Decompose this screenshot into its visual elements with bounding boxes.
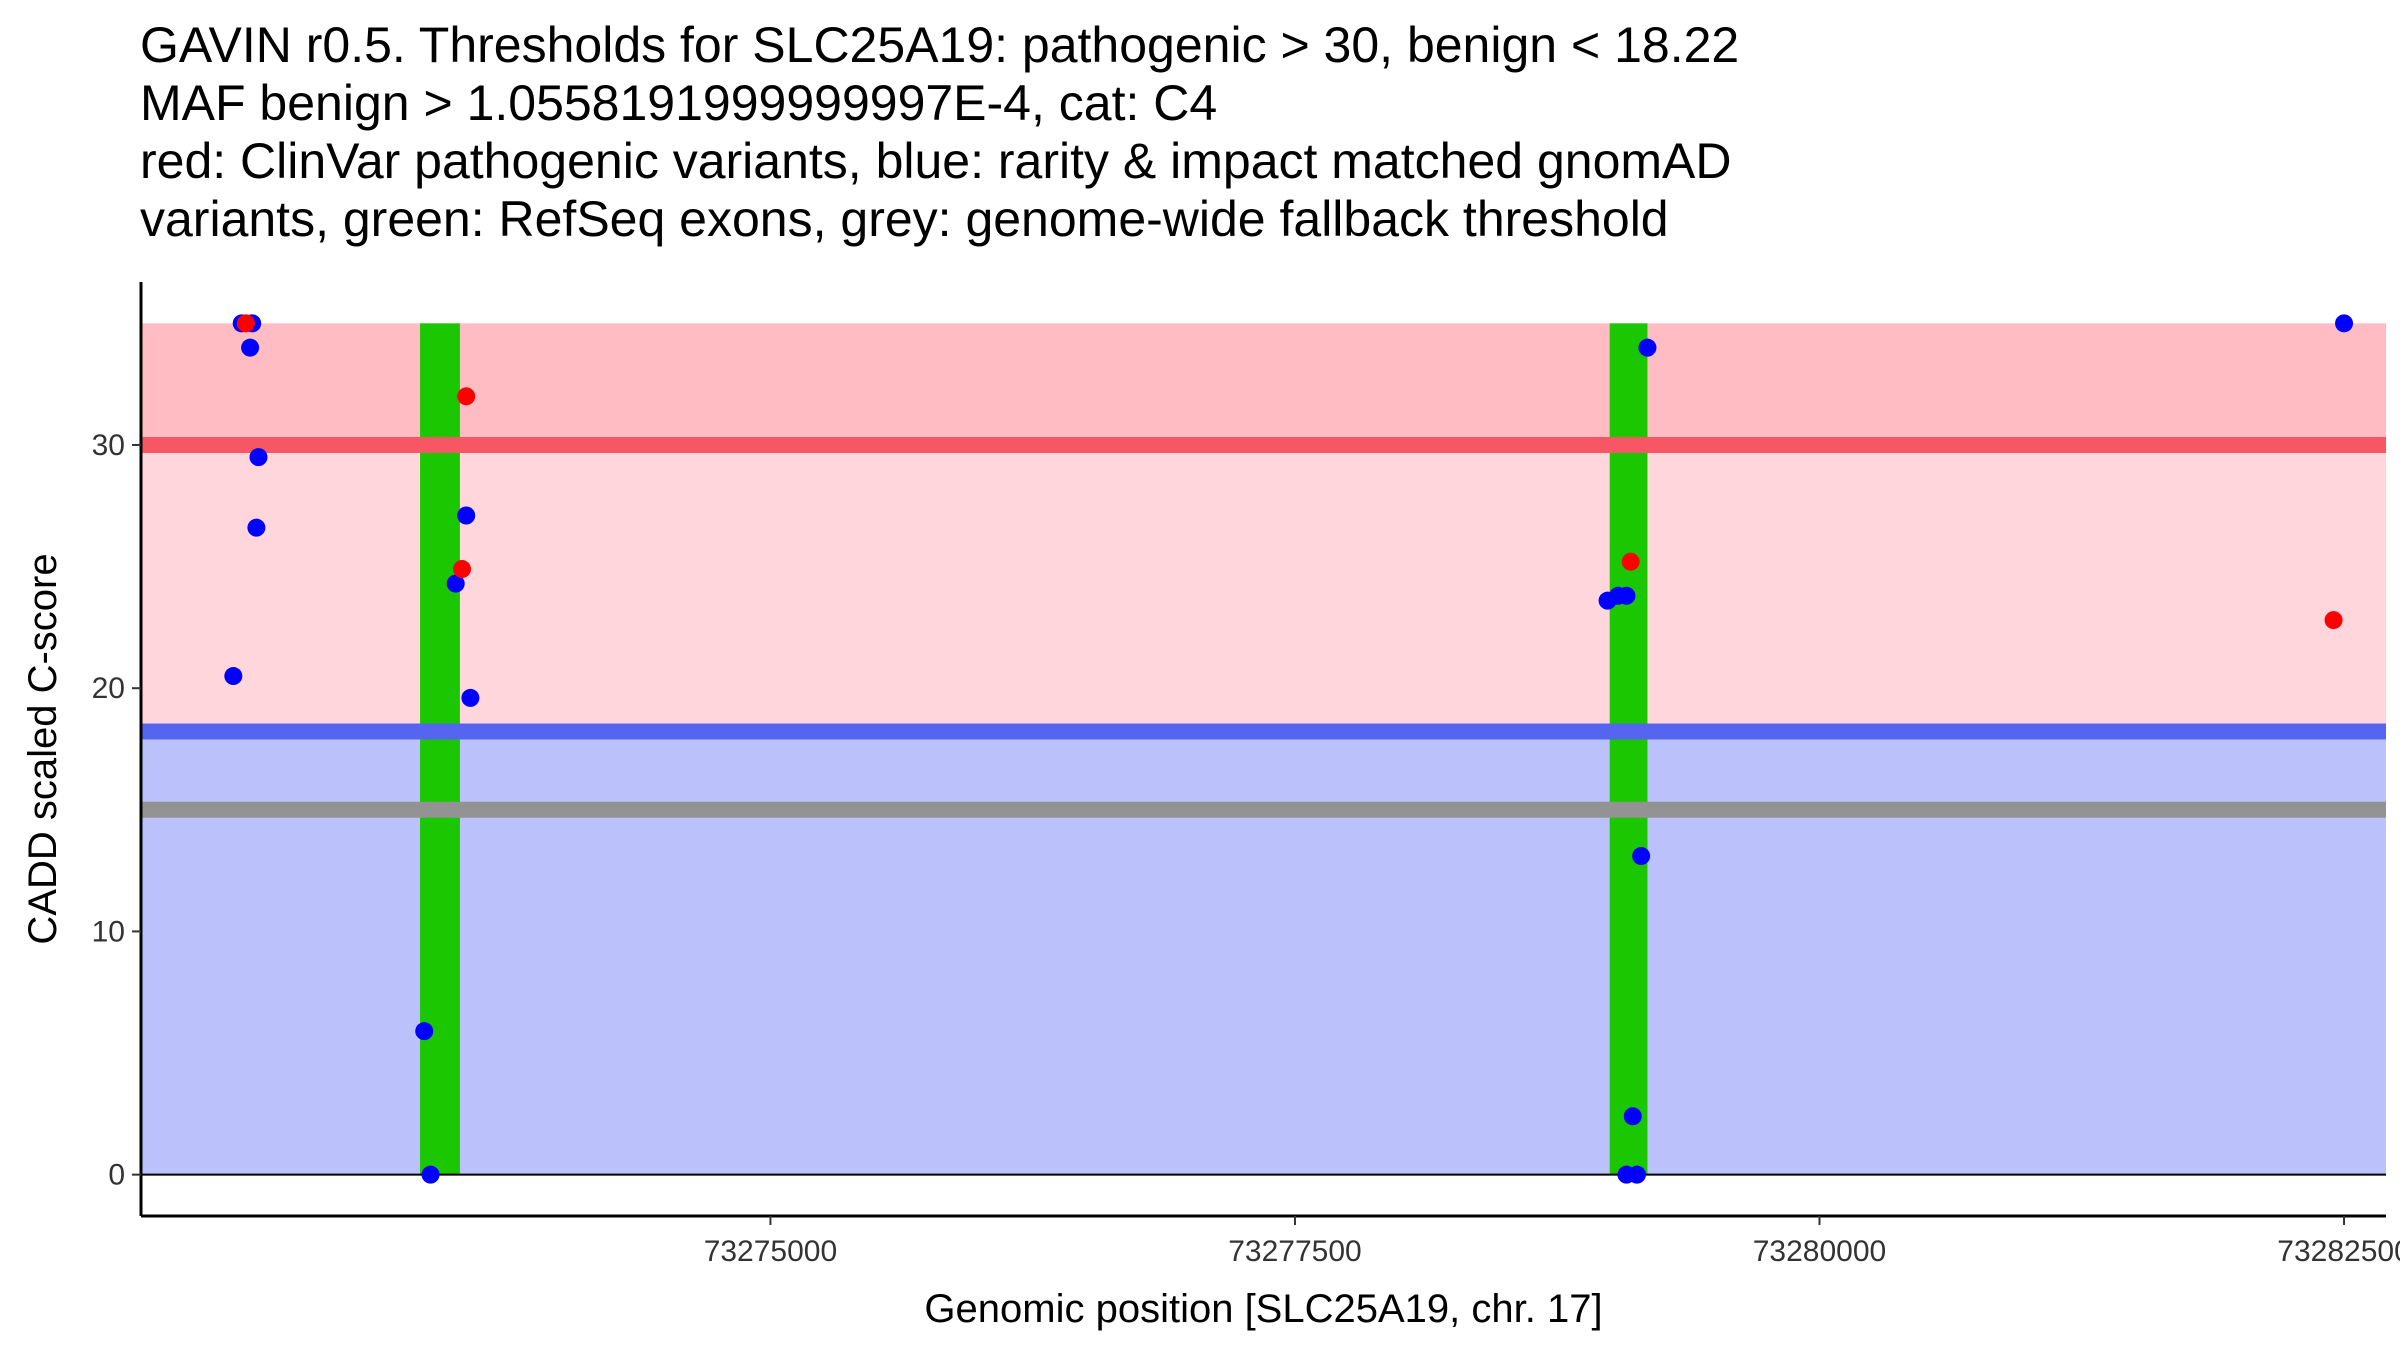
x-tick-label-73282500: 73282500 (2277, 1235, 2400, 1268)
chart-title-line-2: MAF benign > 1.0558191999999997E-4, cat:… (140, 75, 1218, 131)
clinvar-point-3 (453, 560, 472, 579)
y-tick-label-20: 20 (92, 672, 125, 705)
exon-bar-2 (1609, 323, 1648, 1175)
chart-title-line-1: GAVIN r0.5. Thresholds for SLC25A19: pat… (140, 17, 1740, 73)
gnomad-point-3 (241, 338, 260, 357)
threshold-lines (141, 436, 2386, 1176)
chart-title-line-4: variants, green: RefSeq exons, grey: gen… (140, 191, 1669, 247)
y-tick-label-30: 30 (92, 429, 125, 462)
gnomad-point-10 (415, 1022, 434, 1041)
gnomad-point-5 (247, 518, 266, 537)
gnomad-point-20 (2335, 314, 2354, 333)
x-tick-label-73280000: 73280000 (1753, 1235, 1886, 1268)
gnomad-point-8 (446, 574, 465, 593)
gnomad-point-17 (1623, 1107, 1642, 1126)
gnomad-point-16 (1632, 847, 1651, 866)
chart-title-block: GAVIN r0.5. Thresholds for SLC25A19: pat… (140, 16, 2380, 248)
clinvar-point-2 (457, 387, 476, 406)
gnomad-point-4 (249, 448, 268, 467)
axes: 0 10 20 30 73275000 73277500 73280000 73282500 (92, 282, 2400, 1268)
gnomad-point-7 (457, 506, 476, 525)
x-axis-title: Genomic position [SLC25A19, chr. 17] (924, 1287, 1602, 1331)
clinvar-point-1 (236, 314, 255, 333)
x-tick-label-73275000: 73275000 (704, 1235, 837, 1268)
gnomad-point-14 (1617, 586, 1636, 605)
variant-points (224, 314, 2354, 1184)
gnomad-point-15 (1638, 338, 1657, 357)
y-tick-label-10: 10 (92, 915, 125, 948)
x-tick-label-73277500: 73277500 (1228, 1235, 1361, 1268)
gnomad-point-11 (421, 1165, 440, 1184)
chart-title-line-3: red: ClinVar pathogenic variants, blue: … (140, 133, 1732, 189)
pathogenic-upper-band (141, 323, 2386, 445)
y-axis-title: CADD scaled C-score (21, 553, 65, 944)
gnomad-point-19 (1627, 1165, 1646, 1184)
gnomad-point-6 (224, 667, 243, 686)
clinvar-point-4 (1621, 552, 1640, 571)
clinvar-point-5 (2324, 611, 2343, 630)
y-tick-label-0: 0 (108, 1159, 125, 1192)
gnomad-point-9 (461, 688, 480, 707)
intermediate-band (141, 444, 2386, 732)
benign-band (141, 731, 2386, 1175)
